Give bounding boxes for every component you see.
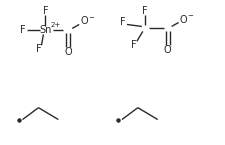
Text: O: O <box>64 47 72 57</box>
Text: O: O <box>80 17 88 27</box>
Text: F: F <box>131 40 137 50</box>
Text: −: − <box>88 14 94 21</box>
Text: −: − <box>188 13 194 19</box>
Text: F: F <box>36 44 41 54</box>
Text: O: O <box>164 45 171 55</box>
Text: 2+: 2+ <box>50 22 61 28</box>
Text: O: O <box>180 14 187 25</box>
Text: F: F <box>142 6 148 16</box>
Text: F: F <box>120 18 126 28</box>
Text: F: F <box>43 6 48 16</box>
Text: F: F <box>20 25 25 35</box>
Text: Sn: Sn <box>39 25 52 35</box>
